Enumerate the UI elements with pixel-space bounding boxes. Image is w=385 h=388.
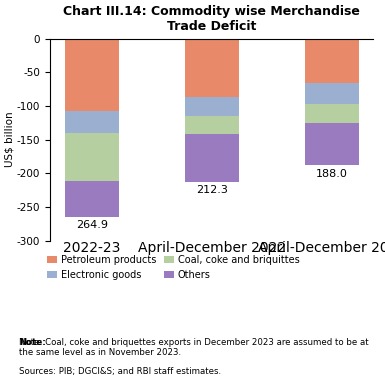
Bar [65,133,119,181]
Text: 212.3: 212.3 [196,185,228,195]
Bar [65,111,119,133]
Bar [65,39,119,111]
Bar [185,116,239,134]
Text: Note:: Note: [19,338,46,346]
Text: 188.0: 188.0 [316,169,348,178]
Bar [305,39,359,83]
Bar [65,181,119,217]
Bar [185,39,239,97]
Bar [185,97,239,116]
Y-axis label: US$ billion: US$ billion [4,112,14,168]
Text: Sources: PIB; DGCI&S; and RBI staff estimates.: Sources: PIB; DGCI&S; and RBI staff esti… [19,367,221,376]
Bar [305,104,359,123]
Text: Note: Coal, coke and briquettes exports in December 2023 are assumed to be at th: Note: Coal, coke and briquettes exports … [19,338,369,357]
Bar [185,134,239,182]
Bar [305,123,359,165]
Text: 264.9: 264.9 [76,220,108,230]
Bar [305,83,359,104]
Title: Chart III.14: Commodity wise Merchandise
Trade Deficit: Chart III.14: Commodity wise Merchandise… [63,5,360,33]
Legend: Petroleum products, Electronic goods, Coal, coke and briquittes, Others: Petroleum products, Electronic goods, Co… [44,251,303,284]
